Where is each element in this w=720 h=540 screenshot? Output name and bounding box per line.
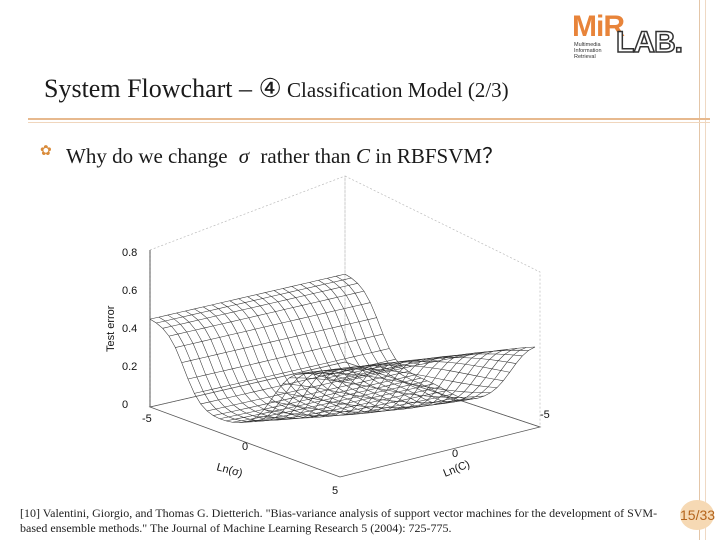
mirlab-logo: MiR LAB. Multimedia Information Retrieva… [572,10,684,60]
bullet-sigma: σ [238,144,250,168]
mesh-line-c [211,304,403,418]
surface-plot: 0 0.2 0.4 0.6 0.8 Test error -5 0 5 Ln(σ… [105,175,550,497]
mesh-line-c [309,282,500,406]
mesh-line-c [203,306,394,418]
mesh-line-c [265,292,456,412]
z-axis-label: Test error [105,305,117,352]
bullet-part-2: rather than [260,144,351,168]
title-subtitle: Classification Model (2/3) [281,78,509,102]
logo-mir-text: MiR [572,10,625,43]
y-axis-label: Ln(C) [442,458,472,479]
surface-mesh [149,273,536,424]
z-tick-1: 0.2 [122,361,137,373]
mesh-line-sigma [219,374,415,419]
logo-line-3: Retrieval [574,54,596,60]
mesh-line-c [335,275,527,401]
right-frame-line-2 [705,0,706,540]
z-tick-2: 0.4 [122,323,137,335]
z-tick-3: 0.6 [122,285,137,297]
settings-gear-icon: ✿ [40,144,52,159]
z-tick-0: 0 [122,399,128,411]
mesh-line-c [247,296,438,414]
logo-line-1: Multimedia [574,42,601,48]
mesh-line-c [229,300,420,416]
mesh-line-c [273,290,465,411]
x-tick-1: 0 [242,441,248,453]
title-main: System Flowchart – ④ [44,74,282,103]
mesh-line-c [194,308,385,419]
mesh-line-c [167,314,358,422]
mesh-line-c [300,284,491,407]
slide-title: System Flowchart – ④ Classification Mode… [44,74,509,104]
mesh-line-c [149,318,341,424]
x-tick-0: -5 [142,413,152,425]
y-tick-1: 0 [452,448,458,460]
mesh-line-c [176,312,367,421]
x-axis-label: Ln(σ) [215,461,244,479]
y-tick-0: -5 [540,409,550,421]
mesh-line-c [344,273,536,400]
page-number-badge: 15/33 [680,500,715,530]
mesh-line-c [282,288,473,410]
logo-subtitle: Multimedia Information Retrieval [574,42,602,60]
bullet-part-1: Why do we change [66,144,228,168]
reference-citation: [10] Valentini, Giorgio, and Thomas G. D… [20,506,658,535]
bullet-c: C [356,144,371,168]
mesh-line-c [238,298,429,415]
logo-line-2: Information [574,48,602,54]
bullet-question: Why do we change σ rather than C in RBFS… [66,140,503,170]
title-rule-thin [28,122,710,123]
title-rule [28,118,710,120]
z-tick-4: 0.8 [122,247,137,259]
mesh-line-c [220,302,411,417]
mesh-line-c [327,278,518,403]
mesh-line-c [256,294,447,413]
x-tick-2: 5 [332,485,338,497]
mesh-line-c [318,280,509,405]
right-frame-line [699,0,700,540]
z-ticks: 0 0.2 0.4 0.6 0.8 [122,247,137,411]
logo-lab-text: LAB. [615,25,684,60]
mesh-line-c [185,310,376,420]
mesh-line-c [291,286,482,409]
bullet-part-3: in RBFSVM？ [375,144,504,168]
